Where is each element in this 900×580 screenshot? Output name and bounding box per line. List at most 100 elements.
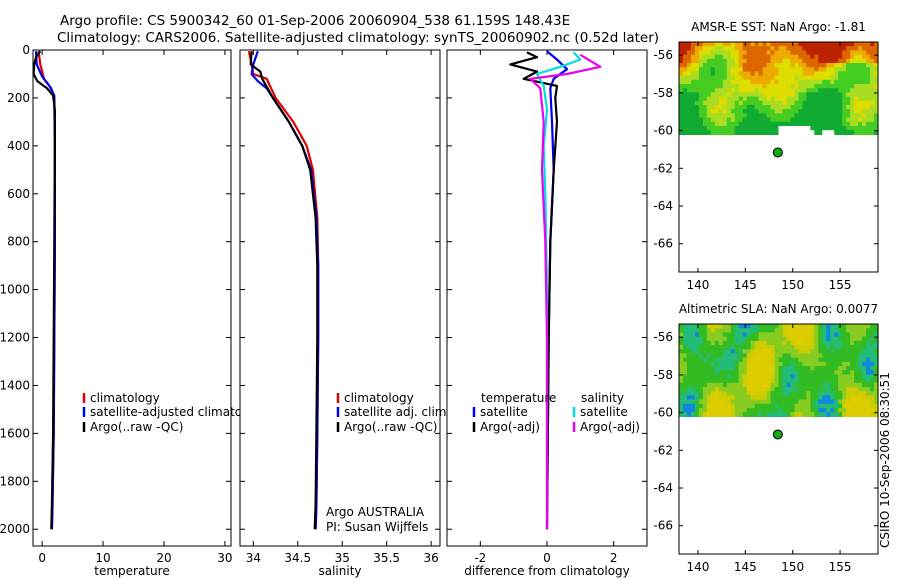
map-cell	[718, 391, 724, 396]
map-cell	[862, 104, 867, 110]
map-cell	[734, 412, 740, 417]
figure-title-line2: Climatology: CARS2006. Satellite-adjuste…	[57, 30, 660, 46]
map-cell	[698, 54, 704, 60]
map-cell	[874, 365, 879, 371]
map-cell	[714, 374, 720, 380]
map-cell	[706, 75, 712, 81]
map-cell	[842, 92, 847, 98]
map-cell	[862, 54, 867, 60]
map-cell	[826, 121, 831, 127]
map-cell	[726, 121, 732, 127]
map-cell	[850, 83, 855, 89]
map-cell	[822, 357, 827, 363]
map-cell	[722, 83, 728, 89]
map-cell	[730, 71, 736, 77]
map-cell	[810, 349, 815, 354]
map-cell	[726, 104, 732, 110]
map-cell	[710, 71, 716, 77]
map-cell	[706, 50, 712, 56]
map-cell	[766, 104, 772, 110]
map-cell	[838, 75, 843, 81]
map-cell	[718, 344, 724, 350]
map-cell	[706, 340, 712, 346]
pi-note: PI: Susan Wijffels	[326, 520, 428, 534]
map-cell	[698, 125, 704, 131]
map-cell	[850, 130, 855, 135]
map-cell	[706, 113, 712, 119]
map-cell	[838, 403, 843, 409]
map-cell	[710, 349, 716, 354]
map-cell	[814, 58, 819, 64]
map-cell	[790, 75, 796, 81]
map-cell	[734, 92, 740, 98]
map-cell	[698, 407, 704, 413]
map-cell	[846, 92, 851, 98]
map-cell	[682, 357, 688, 363]
map-cell	[874, 54, 879, 60]
xtick-label: 30	[217, 551, 232, 565]
map-cell	[874, 399, 879, 405]
map-cell	[790, 92, 796, 98]
map-cell	[718, 382, 724, 388]
map-cell	[722, 349, 728, 354]
map-cell	[742, 100, 748, 106]
map-cell	[798, 117, 803, 123]
series-line-temperature-argo-adj-	[509, 51, 559, 530]
map-cell	[822, 399, 827, 405]
map-cell	[806, 412, 811, 417]
map-cell	[822, 42, 827, 47]
map-cell	[690, 344, 696, 350]
map-cell	[718, 130, 724, 135]
map-cell	[790, 361, 796, 367]
map-cell	[702, 370, 708, 375]
map-cell	[802, 104, 807, 110]
map-cell	[722, 328, 728, 333]
map-cell	[730, 328, 736, 333]
legend-label: Argo(-adj)	[580, 420, 640, 434]
map-cell	[766, 378, 772, 384]
map-cell	[679, 88, 684, 93]
map-cell	[682, 386, 688, 392]
map-cell	[770, 104, 776, 110]
map-cell	[774, 125, 780, 131]
map-cell	[794, 353, 799, 359]
map-cell	[730, 121, 736, 127]
map-cell	[814, 104, 819, 110]
map-cell	[846, 96, 851, 102]
map-cell	[874, 328, 879, 333]
map-cell	[846, 54, 851, 60]
map-cell	[742, 67, 748, 72]
map-cell	[774, 395, 780, 401]
map-cell	[694, 399, 700, 405]
map-cell	[818, 336, 823, 342]
map-cell	[838, 130, 843, 135]
map-cell	[778, 395, 784, 401]
map-cell	[874, 382, 879, 388]
map-cell	[866, 42, 871, 47]
map-cell	[838, 113, 843, 119]
map-cell	[834, 125, 839, 131]
map-cell	[818, 344, 823, 350]
map-cell	[830, 344, 835, 350]
map-cell	[722, 100, 728, 106]
map-cell	[762, 403, 768, 409]
map-cell	[762, 125, 768, 131]
map-cell	[754, 365, 760, 371]
map-cell	[679, 407, 684, 413]
map-cell	[778, 79, 784, 85]
map-cell	[690, 403, 696, 409]
map-cell	[802, 328, 807, 333]
map-cell	[838, 407, 843, 413]
map-cell	[866, 344, 871, 350]
map-cell	[718, 357, 724, 363]
map-cell	[802, 46, 807, 51]
map-cell	[846, 399, 851, 405]
map-cell	[770, 109, 776, 114]
map-cell	[774, 71, 780, 77]
map-cell	[786, 79, 792, 85]
map-cell	[718, 332, 724, 338]
map-cell	[806, 378, 811, 384]
map-cell	[766, 71, 772, 77]
map-cell	[858, 412, 863, 417]
map-cell	[846, 340, 851, 346]
